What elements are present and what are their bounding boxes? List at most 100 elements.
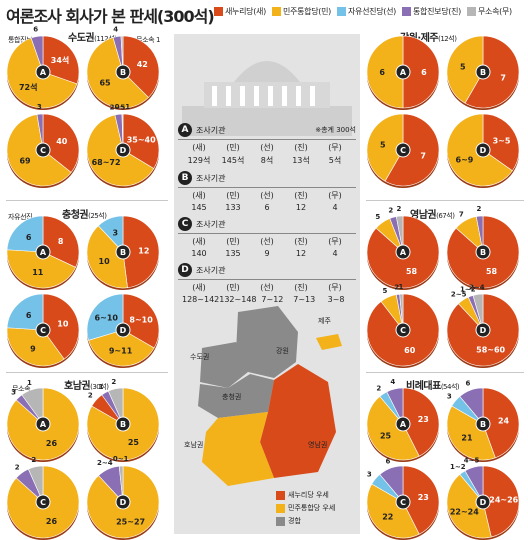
- legend-item-musosok: 무소속(무): [467, 6, 512, 17]
- value-cell: 132~148: [219, 295, 257, 304]
- map-region-chungcheong: [198, 374, 274, 418]
- pie-value-label: 6: [421, 68, 427, 77]
- pie-slice-jinbo: [475, 215, 484, 253]
- company-marker-label: C: [40, 146, 46, 155]
- company-marker: [475, 494, 491, 510]
- pie-value-label: 7: [500, 73, 506, 82]
- pie-chart-a: 26 3 1 A: [4, 379, 82, 462]
- pie-slice-saenuri: [122, 215, 160, 289]
- divider: [178, 233, 356, 234]
- pie-value-label: 65: [99, 79, 111, 88]
- header-cell: (선): [260, 283, 274, 292]
- legend-label: 새누리당(새): [225, 7, 266, 16]
- pie-slice-saenuri: [42, 35, 80, 85]
- company-marker: [395, 494, 411, 510]
- map-legend-label: 민주통합당 우세: [288, 504, 336, 512]
- pie-chart-a: 34석 72석 6 A: [4, 26, 82, 110]
- value-cell: 128~142: [182, 295, 220, 304]
- party-header-row: (새) (민) (선) (진) (무): [178, 142, 356, 153]
- region-title-chungcheong: 충청권(25석): [62, 206, 107, 221]
- map-label-jeju: 제주: [318, 317, 331, 325]
- header-cell: (민): [226, 283, 240, 292]
- company-marker-label: A: [400, 420, 407, 429]
- pie-slice-seonjin: [6, 293, 44, 331]
- pie-slice-saenuri: [402, 387, 440, 457]
- pie-value-label: 25: [380, 431, 392, 440]
- pie-value-label: 3~5: [493, 136, 511, 145]
- header-cell: (새): [192, 143, 206, 152]
- map-label-honam: 호남권: [184, 441, 204, 449]
- company-name: 조사기관: [196, 265, 226, 275]
- header-cell: (민): [226, 191, 240, 200]
- pie-value-label: 0~1: [113, 455, 129, 463]
- legend-label: 자유선진당(선): [347, 7, 396, 16]
- company-marker: A: [178, 123, 192, 137]
- pie-slice-saenuri: [122, 293, 160, 349]
- seat-value-row: 145 133 6 12 4: [178, 203, 356, 212]
- pie-chart-c: 40 69 3 C: [4, 103, 82, 188]
- pie-slice-saenuri: [482, 387, 520, 459]
- pie-chart-b: 12 10 3 B: [84, 214, 162, 290]
- korea-map: [198, 306, 342, 486]
- divider: [366, 372, 524, 373]
- pie-value-label: 0~1: [115, 103, 131, 111]
- company-marker: [475, 142, 491, 158]
- pie-chart-d: 24~26 22~24 1~2 4~5 D: [444, 456, 522, 540]
- company-marker-label: A: [40, 248, 47, 257]
- header-cell: (진): [294, 237, 308, 246]
- pie-value-label: 5: [380, 141, 386, 150]
- company-marker: [35, 244, 51, 260]
- header-cell: (새): [192, 237, 206, 246]
- pie-value-label: 1: [99, 383, 104, 391]
- pie-value-label: 6~9: [456, 156, 474, 165]
- pie-value-label: 6: [26, 233, 32, 242]
- header-cell: (선): [260, 191, 274, 200]
- header-cell: (무): [328, 143, 342, 152]
- region-title-gangwon: 강원·제주(12석): [400, 29, 457, 44]
- pie-slice-musosok: [27, 465, 44, 503]
- company-marker: C: [178, 217, 192, 231]
- pie-slice-musosok: [120, 35, 124, 73]
- pie-value-label: 22: [382, 512, 393, 521]
- pie-value-label: 6: [33, 26, 38, 34]
- company-name: 조사기관: [196, 219, 226, 229]
- pie-value-label: 58: [406, 267, 418, 276]
- company-marker: [35, 416, 51, 432]
- pie-value-label: 5: [460, 63, 466, 72]
- region-title-sudo: 수도권(112석): [68, 29, 117, 44]
- pie-value-label: 6: [386, 458, 391, 466]
- pie-value-label: 3: [37, 103, 42, 111]
- divider: [6, 372, 168, 373]
- pie-slice-musosok: [21, 387, 44, 425]
- company-marker-label: A: [40, 420, 47, 429]
- value-cell: 4: [332, 249, 338, 258]
- pie-value-label: 2: [111, 378, 116, 386]
- company-marker-label: B: [480, 68, 486, 77]
- pie-value-label: 68~72: [92, 158, 121, 167]
- legend-swatch-jinbo: [401, 7, 411, 16]
- pie-slice-seonjin: [6, 215, 44, 253]
- pie-slice-minju: [6, 249, 76, 289]
- legend-item-saenuri: 새누리당(새): [214, 6, 266, 17]
- pie-slice-minju: [446, 35, 484, 104]
- building-dome: [234, 61, 300, 82]
- company-marker: [395, 416, 411, 432]
- divider: [178, 139, 356, 140]
- pie-value-label: 2: [31, 456, 36, 464]
- value-cell: 133: [225, 203, 241, 212]
- value-cell: 5석: [328, 156, 342, 165]
- company-marker-label: C: [40, 498, 46, 507]
- pie-slice-minju: [366, 113, 404, 182]
- map-legend-label: 경합: [288, 517, 301, 525]
- pie-value-label: 2: [394, 283, 399, 291]
- company-marker: [35, 64, 51, 80]
- company-marker: [115, 494, 131, 510]
- pie-value-label: 2~4: [97, 459, 113, 467]
- value-cell: 140: [191, 249, 207, 258]
- map-label-sudo: 수도권: [190, 353, 210, 361]
- header-cell: (진): [294, 143, 308, 152]
- region-seats: (30석): [90, 383, 109, 391]
- company-summary-d: D 조사기관 (새) (민) (선) (진) (무) 128~142 132~148 7~12…: [178, 263, 356, 304]
- pie-value-label: 4~5: [464, 456, 480, 464]
- map-region-yeongnam: [260, 364, 336, 478]
